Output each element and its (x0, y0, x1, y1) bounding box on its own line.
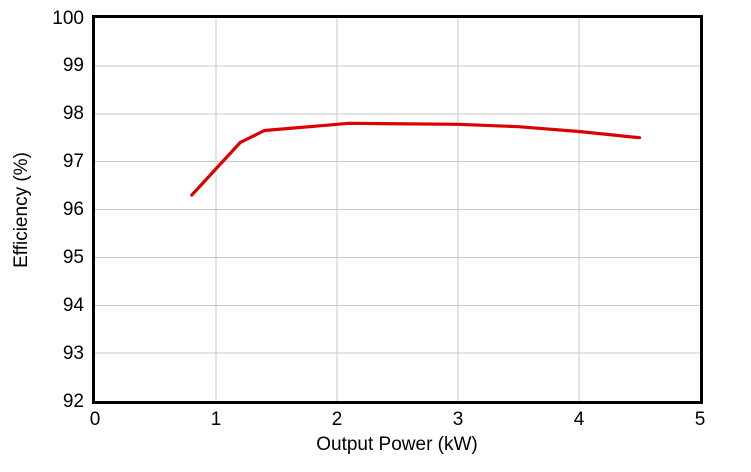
y-tick-label: 96 (62, 199, 84, 220)
y-axis-title: Efficiency (%) (11, 152, 32, 268)
y-tick-label: 97 (62, 151, 84, 173)
x-tick-label: 0 (89, 409, 101, 430)
x-tick-label: 3 (452, 409, 464, 430)
y-tick-label: 94 (62, 294, 84, 316)
y-tick-label: 98 (62, 103, 84, 125)
y-tick-label: 92 (62, 390, 84, 412)
x-axis-title: Output Power (kW) (316, 434, 478, 455)
x-tick-label: 2 (331, 409, 343, 430)
efficiency-curve (190, 121, 642, 197)
plot-area (92, 15, 703, 404)
x-tick-label: 1 (210, 409, 222, 430)
y-tick-label: 95 (62, 246, 84, 268)
plot-svg (95, 18, 700, 401)
y-tick-label: 100 (52, 7, 84, 29)
x-tick-label: 4 (573, 409, 585, 430)
x-tick-label: 5 (694, 409, 706, 430)
y-tick-label: 99 (62, 55, 84, 77)
y-tick-label: 93 (62, 342, 84, 364)
